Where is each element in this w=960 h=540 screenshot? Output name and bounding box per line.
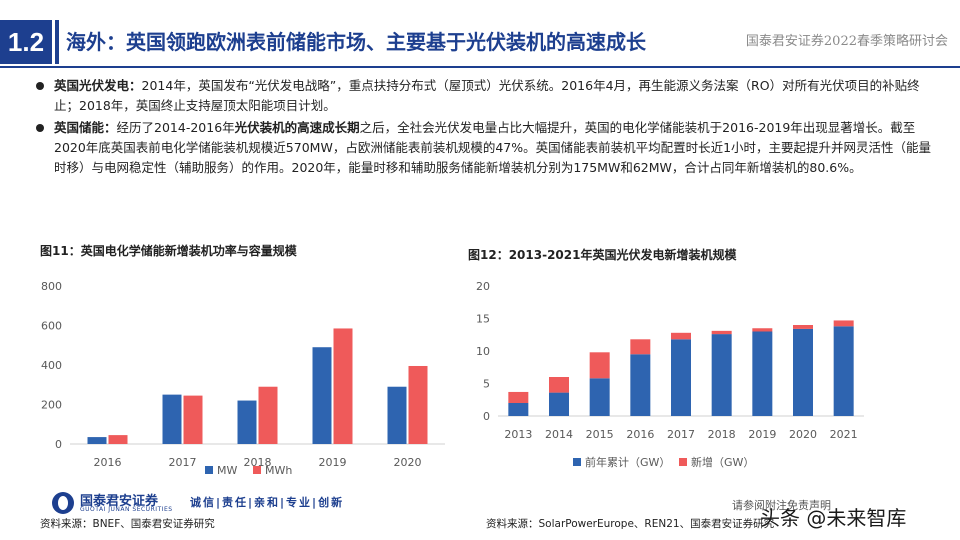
bullet-dot-icon (36, 82, 44, 90)
bullet-uk-storage: 英国储能：经历了2014-2016年光伏装机的高速成长期之后，全社会光伏发电量占… (34, 118, 934, 178)
bar-new (508, 391, 529, 403)
bar-new (549, 377, 569, 393)
legend-label: MWh (265, 464, 292, 477)
bar-cumulative (589, 378, 610, 416)
bar-mwh (108, 435, 128, 444)
x-tick-label: 2013 (504, 428, 532, 441)
x-tick-label: 2016 (94, 456, 122, 469)
bar-mw (162, 394, 182, 444)
chart-uk-solar-installations: 0 5 10 15 20 2013 2014 2015 2016 2017 2018 2019 2020… (476, 280, 864, 469)
source-note-1: 资料来源：BNEF、国泰君安证券研究 (40, 518, 215, 530)
y-tick-label: 600 (41, 320, 62, 333)
logo-english-text: GUOTAI JUNAN SECURITIES (80, 506, 173, 513)
x-tick-label: 2016 (626, 428, 654, 441)
y-tick-label: 0 (483, 410, 490, 423)
legend-label: MW (217, 464, 237, 477)
bullet-text: 2014年，英国发布“光伏发电战略”，重点扶持分布式（屋顶式）光伏系统。2016… (54, 78, 920, 113)
conference-name: 国泰君安证券2022春季策略研讨会 (745, 34, 948, 49)
bar-mw (387, 386, 407, 444)
x-tick-label: 2017 (169, 456, 197, 469)
bar-cumulative (549, 392, 569, 416)
bullet-uk-solar: 英国光伏发电：2014年，英国发布“光伏发电战略”，重点扶持分布式（屋顶式）光伏… (34, 76, 934, 116)
bar-new (671, 332, 691, 340)
x-tick-label: 2014 (545, 428, 573, 441)
bullet-text: 之后，全社会光伏发电量占比大幅提升，英国的电化学储能装机于2016-2019年出… (54, 120, 932, 175)
legend-label: 新增（GW） (691, 455, 754, 469)
x-tick-label: 2020 (789, 428, 817, 441)
bar-mwh (333, 328, 353, 444)
slide-title: 海外：英国领跑欧洲表前储能市场、主要基于光伏装机的高速成长 (66, 30, 646, 54)
y-tick-label: 400 (41, 359, 62, 372)
y-tick-label: 15 (476, 313, 490, 326)
bullet-label: 英国光伏发电： (54, 78, 142, 93)
header-divider (55, 20, 59, 64)
bullet-emphasis: 光伏装机的高速成长期 (234, 120, 360, 135)
bar-mw (312, 347, 332, 444)
bullet-text: 经历了2014-2016年 (116, 120, 235, 135)
legend-label: 前年累计（GW） (585, 455, 670, 469)
bar-cumulative (752, 331, 773, 416)
figure11-title: 图11：英国电化学储能新增装机功率与容量规模 (40, 244, 297, 258)
bar-new (833, 320, 854, 327)
logo-text: 国泰君安证券 (80, 494, 159, 509)
x-tick-label: 2019 (319, 456, 347, 469)
y-tick-label: 5 (483, 378, 490, 391)
y-tick-label: 20 (476, 280, 490, 293)
bar-cumulative (711, 334, 732, 416)
legend-swatch (253, 466, 261, 474)
bar-cumulative (671, 339, 691, 416)
figure12-title: 图12：2013-2021年英国光伏发电新增装机规模 (468, 248, 737, 262)
y-tick-label: 800 (41, 280, 62, 293)
bullet-list: 英国光伏发电：2014年，英国发布“光伏发电战略”，重点扶持分布式（屋顶式）光伏… (34, 76, 934, 180)
legend-swatch (573, 458, 581, 466)
bar-mwh (258, 386, 278, 444)
disclaimer-note: 请参阅附注免责声明 (732, 499, 831, 512)
bar-cumulative (508, 403, 529, 416)
bar-mw (237, 400, 257, 444)
bar-mwh (408, 365, 428, 444)
legend-swatch (679, 458, 687, 466)
chart-storage-installations: 0 200 400 600 800 2016 2017 2018 2019 2020 MW MWh (41, 280, 445, 477)
bar-mwh (183, 395, 203, 444)
bullet-dot-icon (36, 124, 44, 132)
bar-new (793, 325, 813, 329)
source-note-2: 资料来源：SolarPowerEurope、REN21、国泰君安证券研究 (486, 518, 775, 530)
bullet-label: 英国储能： (54, 120, 117, 135)
bar-cumulative (630, 354, 651, 416)
x-tick-label: 2021 (830, 428, 858, 441)
x-tick-label: 2020 (394, 456, 422, 469)
x-tick-label: 2018 (708, 428, 736, 441)
bar-cumulative (793, 328, 813, 416)
header-rule (0, 66, 960, 68)
x-tick-label: 2015 (586, 428, 614, 441)
bar-mw (87, 437, 107, 444)
bar-cumulative (833, 326, 854, 416)
watermark: 头条 @未来智库 (760, 506, 907, 530)
legend-swatch (205, 466, 213, 474)
x-tick-label: 2019 (748, 428, 776, 441)
y-tick-label: 10 (476, 345, 490, 358)
bar-new (589, 352, 610, 379)
x-tick-label: 2018 (244, 456, 272, 469)
section-number: 1.2 (0, 20, 52, 64)
x-tick-label: 2017 (667, 428, 695, 441)
bar-new (630, 339, 651, 355)
slide-header: 1.2 海外：英国领跑欧洲表前储能市场、主要基于光伏装机的高速成长 国泰君安证券… (0, 20, 960, 64)
y-tick-label: 0 (55, 438, 62, 451)
logo-mark-icon (52, 492, 74, 514)
company-slogan: 诚信|责任|亲和|专业|创新 (190, 496, 345, 509)
bar-new (752, 328, 773, 332)
y-tick-label: 200 (41, 399, 62, 412)
bar-new (711, 330, 732, 335)
